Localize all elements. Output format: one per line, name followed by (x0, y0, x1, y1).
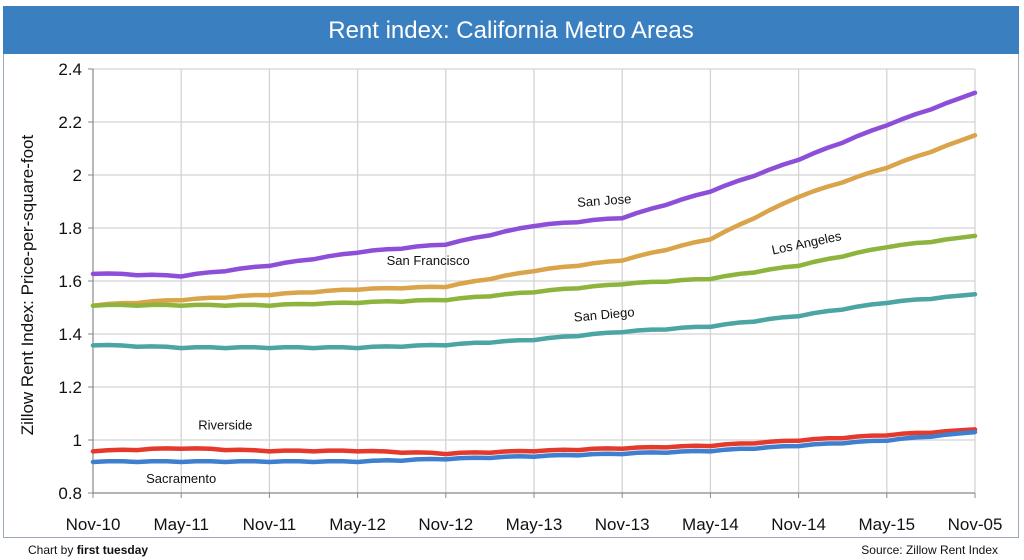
series-label: Sacramento (146, 471, 216, 486)
axes: 2.4 2.2 2 1.8 1.6 1.4 1.2 1 0.8 Nov-10 May-11 Nov-1… (58, 60, 1002, 534)
chart-credit: Chart by first tuesday (28, 543, 148, 557)
series-line-san-francisco (90, 133, 978, 308)
series-label: San Diego (573, 304, 635, 324)
y-tick-label: 1.2 (58, 378, 82, 397)
credit-name: first tuesday (76, 543, 149, 557)
chart-frame (3, 54, 1019, 538)
credit-prefix: Chart by (28, 543, 77, 557)
x-tick-label: May-14 (682, 515, 739, 534)
series-line-riverside (90, 427, 978, 457)
series-label: San Jose (577, 191, 632, 210)
series-line-sacramento (90, 429, 978, 465)
x-tick-label: Nov-13 (595, 515, 650, 534)
x-tick-label: Nov-11 (243, 515, 297, 534)
y-tick-label: 1.8 (58, 219, 82, 238)
x-tick-label: Nov-05 (948, 515, 1003, 534)
grid-lines (93, 68, 976, 493)
series-label: Los Angeles (770, 228, 843, 258)
y-tick-label: 1.4 (58, 325, 82, 344)
x-tick-label: May-13 (506, 515, 563, 534)
series-label: Riverside (198, 417, 252, 432)
y-tick-label: 1.6 (58, 272, 82, 291)
x-tick-label: Nov-14 (771, 515, 826, 534)
chart-source: Source: Zillow Rent Index (861, 543, 998, 557)
x-tick-label: May-15 (858, 515, 915, 534)
y-tick-label: 0.8 (58, 484, 82, 503)
series-line-san-diego (90, 292, 978, 351)
y-tick-label: 2.2 (58, 113, 82, 132)
x-tick-label: Nov-12 (418, 515, 473, 534)
series-line-san-jose (90, 90, 978, 279)
series-line-los-angeles (90, 233, 978, 308)
x-tick-label: May-11 (153, 515, 208, 534)
series-lines (90, 90, 978, 465)
x-tick-label: Nov-10 (66, 515, 121, 534)
y-tick-label: 2.4 (58, 60, 82, 79)
x-tick-label: May-12 (329, 515, 386, 534)
y-tick-label: 2 (73, 166, 82, 185)
series-label: San Francisco (387, 253, 470, 268)
chart-title: Rent index: California Metro Areas (3, 6, 1019, 54)
y-axis-label: Zillow Rent Index: Price-per-square-foot (18, 135, 37, 436)
y-tick-label: 1 (73, 431, 82, 450)
